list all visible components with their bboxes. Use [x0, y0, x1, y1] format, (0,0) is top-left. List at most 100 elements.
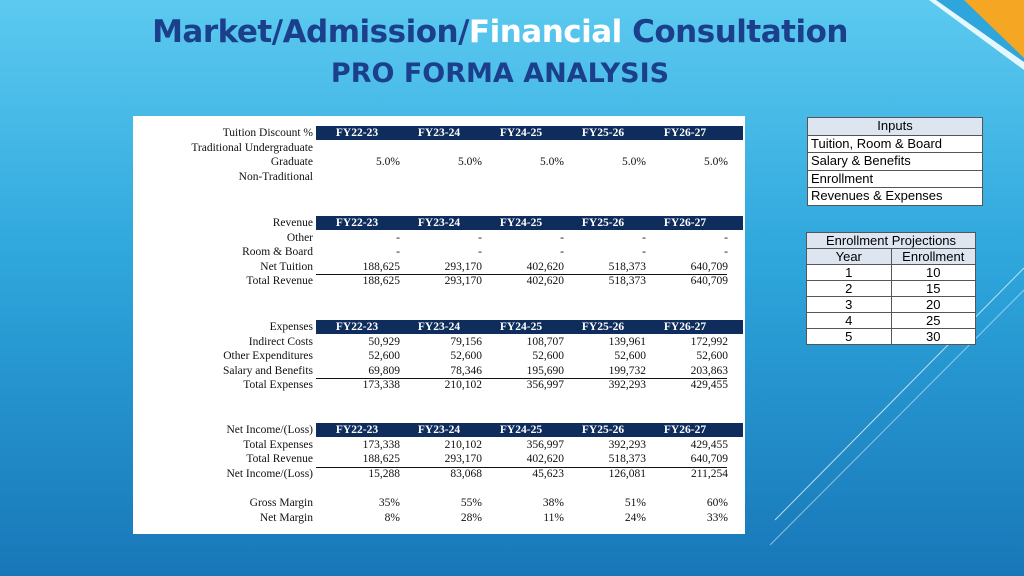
table-row: Non-Traditional [133, 170, 745, 184]
table-row: Total Revenue 188,625 293,170 402,620 518,37… [133, 452, 745, 466]
inputs-item-revenues[interactable]: Revenues & Expenses [807, 188, 983, 206]
value-cell: 5.0% [704, 156, 728, 168]
year-header: FY25-26 [581, 127, 625, 139]
value-cell: 188,625 [362, 453, 400, 465]
value-cell: - [560, 246, 564, 258]
table-row: 1 10 [806, 265, 976, 281]
value-cell: 5.0% [376, 156, 400, 168]
value-cell: 55% [460, 497, 482, 509]
row-label: Traditional Undergraduate [191, 141, 313, 154]
year-header: FY22-23 [335, 217, 379, 229]
value-cell: 5.0% [458, 156, 482, 168]
value-cell: 45,623 [532, 467, 564, 480]
year-header: FY23-24 [417, 424, 461, 436]
total-underline [316, 378, 727, 379]
row-label: Room & Board [242, 246, 313, 258]
row-label: Other Expenditures [223, 350, 313, 362]
inputs-item-enrollment[interactable]: Enrollment [807, 170, 983, 188]
value-cell: 15,288 [368, 467, 400, 480]
value-cell: 188,625 [362, 260, 400, 273]
value-cell: 392,293 [608, 438, 646, 451]
value-cell: 188,625 [362, 275, 400, 287]
value-cell: 126,081 [608, 467, 646, 480]
value-cell: 8% [384, 511, 400, 524]
year-header: FY24-25 [499, 127, 543, 139]
value-cell: 172,992 [690, 335, 728, 348]
enrollment-cell: 10 [890, 265, 976, 280]
value-cell: 293,170 [444, 453, 482, 465]
value-cell: 50,929 [368, 335, 400, 348]
row-label: Total Expenses [243, 379, 313, 391]
total-underline [316, 274, 727, 275]
value-cell: 79,156 [450, 335, 482, 348]
table-row: Graduate 5.0% 5.0% 5.0% 5.0% 5.0% [133, 155, 745, 169]
table-row: Total Revenue 188,625 293,170 402,620 518,37… [133, 274, 745, 288]
year-header: FY26-27 [663, 127, 707, 139]
row-label: Net Tuition [260, 260, 313, 273]
value-cell: - [396, 246, 400, 258]
value-cell: 60% [706, 497, 728, 509]
year-header-bar [316, 320, 743, 334]
value-cell: 402,620 [526, 260, 564, 273]
table-row: Total Expenses 173,338 210,102 356,997 392,2… [133, 438, 745, 452]
value-cell: - [478, 246, 482, 258]
table-row: Gross Margin 35% 55% 38% 51% 60% [133, 496, 745, 510]
section-label: Revenue [272, 217, 313, 229]
section-label: Expenses [269, 321, 313, 333]
year-header: FY22-23 [335, 424, 379, 436]
row-label: Salary and Benefits [222, 364, 313, 377]
value-cell: - [642, 246, 646, 258]
enrollment-header: Enrollment Projections [806, 232, 976, 249]
value-cell: 518,373 [608, 453, 646, 465]
table-row: 4 25 [806, 313, 976, 329]
value-cell: 11% [543, 511, 564, 524]
value-cell: - [478, 231, 482, 244]
value-cell: 429,455 [690, 379, 728, 391]
inputs-item-salary[interactable]: Salary & Benefits [807, 153, 983, 171]
year-header: FY22-23 [335, 127, 379, 139]
inputs-header: Inputs [807, 117, 983, 136]
section-label: Net Income/(Loss) [226, 424, 313, 436]
year-header: FY24-25 [499, 321, 543, 333]
value-cell: 33% [706, 511, 728, 524]
row-label: Indirect Costs [248, 335, 313, 348]
year-cell: 4 [845, 313, 853, 328]
value-cell: 5.0% [622, 156, 646, 168]
table-row: Other - - - - - [133, 231, 745, 245]
year-cell: 2 [845, 281, 853, 296]
table-row: Other Expenditures 52,600 52,600 52,600 52,6… [133, 349, 745, 363]
net-income-header-row: Net Income/(Loss) FY22-23 FY23-24 FY24-25 FY… [133, 423, 745, 437]
value-cell: 210,102 [444, 379, 482, 391]
year-header: FY25-26 [581, 424, 625, 436]
expenses-header-row: Expenses FY22-23 FY23-24 FY24-25 FY25-26 FY26… [133, 320, 745, 334]
value-cell: 52,600 [532, 350, 564, 362]
value-cell: 402,620 [526, 453, 564, 465]
table-row: 5 30 [806, 329, 976, 345]
inputs-item-tuition[interactable]: Tuition, Room & Board [807, 135, 983, 153]
value-cell: - [724, 231, 728, 244]
year-header: FY26-27 [663, 424, 707, 436]
value-cell: - [642, 231, 646, 244]
value-cell: 38% [542, 497, 564, 509]
title-part-1: Market/Admission/ [152, 14, 469, 50]
row-label: Net Margin [259, 511, 313, 524]
value-cell: 429,455 [690, 438, 728, 451]
enrollment-cell: 30 [890, 329, 976, 344]
total-underline [316, 466, 727, 468]
value-cell: 52,600 [368, 350, 400, 362]
value-cell: - [396, 231, 400, 244]
title-part-2: Financial [468, 14, 622, 50]
value-cell: 518,373 [608, 260, 646, 273]
table-row: 2 15 [806, 281, 976, 297]
value-cell: 51% [624, 497, 646, 509]
table-row: Traditional Undergraduate [133, 141, 745, 155]
value-cell: 640,709 [690, 260, 728, 273]
row-label: Graduate [270, 156, 313, 168]
row-label: Gross Margin [249, 497, 313, 509]
value-cell: 108,707 [526, 335, 564, 348]
revenue-header-row: Revenue FY22-23 FY23-24 FY24-25 FY25-26 FY26-… [133, 216, 745, 230]
value-cell: 195,690 [526, 364, 564, 377]
year-cell: 1 [845, 265, 853, 280]
year-header: FY23-24 [417, 217, 461, 229]
row-label: Total Revenue [246, 275, 313, 287]
